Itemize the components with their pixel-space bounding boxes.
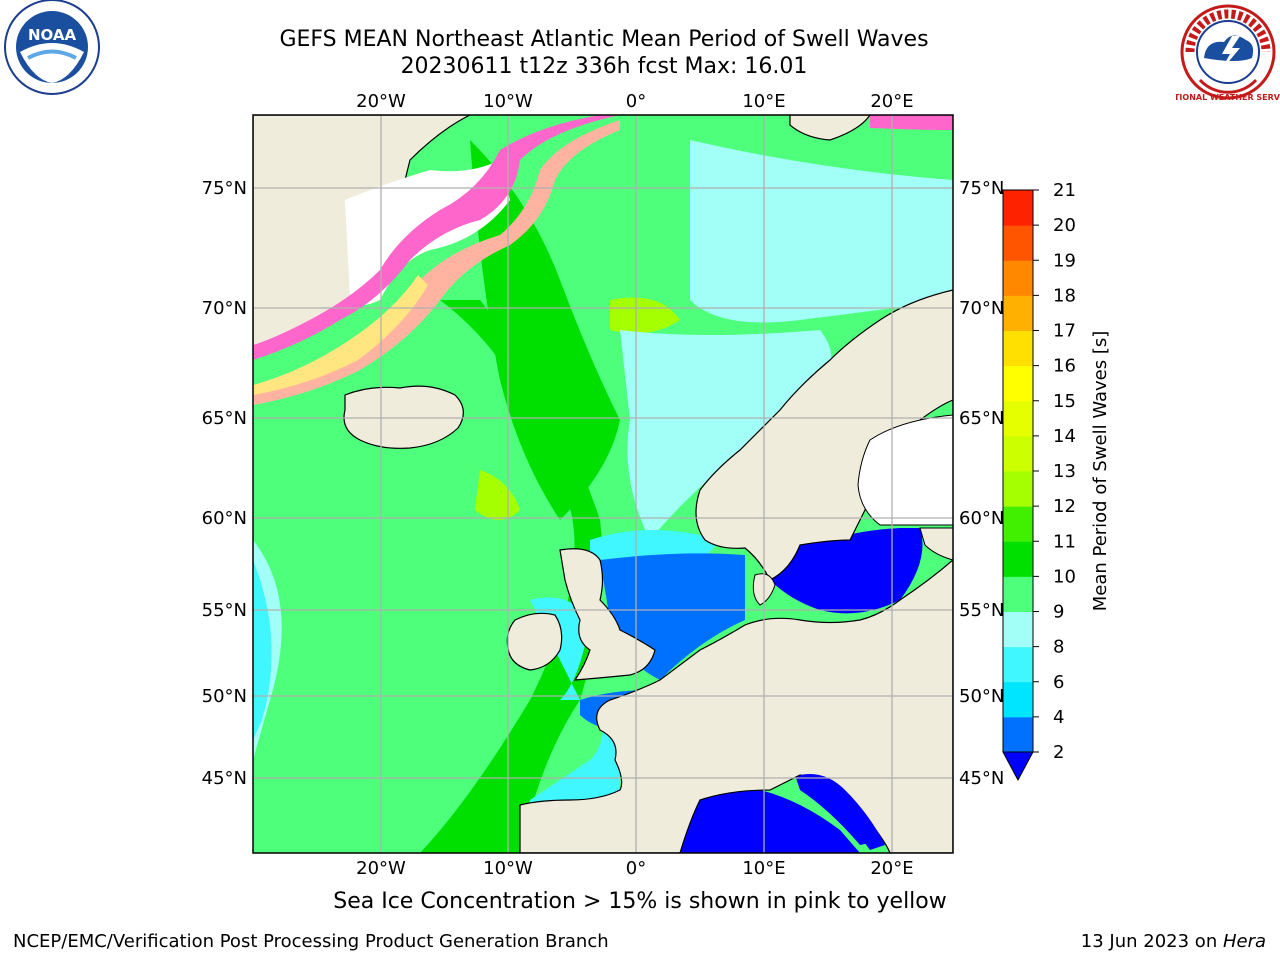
lat-label-left: 45°N <box>202 768 247 789</box>
lat-label-left: 50°N <box>202 686 247 707</box>
lon-labels-bottom: 20°W 10°W 0° 10°E 20°E <box>356 858 913 879</box>
colorbar-tick-label: 15 <box>1053 391 1076 412</box>
lat-label-right: 75°N <box>959 178 1004 199</box>
continental-europe-land <box>519 559 953 853</box>
nws-logo: NATIONAL WEATHER SERVICE <box>1176 4 1280 102</box>
colorbar-tick-label: 17 <box>1053 321 1076 342</box>
colorbar-extend-min <box>1002 751 1034 782</box>
sea-ice-caption: Sea Ice Concentration > 15% is shown in … <box>333 889 947 914</box>
noaa-logo: NOAA <box>4 0 100 95</box>
map-frame <box>252 114 954 854</box>
lon-label-top: 10°E <box>742 91 785 112</box>
field-cyan-west <box>253 560 272 740</box>
colorbar-cell <box>1003 400 1033 437</box>
lon-label-bottom: 10°E <box>742 858 785 879</box>
colorbar-cell <box>1003 435 1033 472</box>
colorbar-tick-label: 2 <box>1053 742 1064 763</box>
colorbar-cell <box>1003 716 1033 753</box>
lat-label-right: 70°N <box>959 298 1004 319</box>
colorbar-cell <box>1003 611 1033 648</box>
colorbar-cell <box>1003 646 1033 683</box>
sea-ice-yellow <box>253 275 428 395</box>
colorbar-cell <box>1003 295 1033 331</box>
colorbar-tick-label: 8 <box>1053 637 1064 658</box>
lat-label-left: 65°N <box>202 408 247 429</box>
colorbar-tick-label: 16 <box>1053 356 1076 377</box>
lat-label-right: 65°N <box>959 408 1004 429</box>
lon-label-top: 20°E <box>870 91 913 112</box>
lon-label-top: 0° <box>626 91 646 112</box>
iceland-land <box>343 385 464 449</box>
field-yellowgreen-patch <box>475 470 520 520</box>
lon-label-top: 20°W <box>356 91 406 112</box>
lon-label-bottom: 10°W <box>483 858 533 879</box>
nws-logo-text: NATIONAL WEATHER SERVICE <box>1176 93 1280 102</box>
colorbar-tick-label: 4 <box>1053 707 1064 728</box>
colorbar-cell <box>1003 260 1033 296</box>
lat-label-right: 45°N <box>959 768 1004 789</box>
lat-label-right: 60°N <box>959 508 1004 529</box>
colorbar-cell <box>1003 330 1033 367</box>
footer-date: 13 Jun 2023 on Hera <box>1081 931 1266 952</box>
lon-label-bottom: 20°E <box>870 858 913 879</box>
tyrrhenian-gap <box>800 774 885 850</box>
lat-label-right: 50°N <box>959 686 1004 707</box>
field-yellowgreen-patch-north <box>610 297 680 334</box>
lon-label-bottom: 20°W <box>356 858 406 879</box>
colorbar-tick-label: 21 <box>1053 180 1076 201</box>
lat-label-right: 55°N <box>959 600 1004 621</box>
footer-credit: NCEP/EMC/Verification Post Processing Pr… <box>13 931 609 952</box>
colorbar-ticks: 2 4 6 8 9 10 11 12 13 14 15 16 17 18 19 20 21 <box>1033 180 1076 763</box>
colorbar-cell <box>1003 365 1033 402</box>
field-deepblue-mediterranean <box>670 790 860 853</box>
lon-label-top: 10°W <box>483 91 533 112</box>
lat-label-left: 60°N <box>202 508 247 529</box>
svalbard-land <box>789 115 871 141</box>
colorbar-tick-label: 20 <box>1053 215 1076 236</box>
sea-ice-concentration <box>253 120 620 405</box>
map-field <box>253 115 953 853</box>
lat-label-left: 55°N <box>202 600 247 621</box>
colorbar-cell <box>1003 225 1033 261</box>
great-britain-land <box>559 548 656 681</box>
lat-label-left: 75°N <box>202 178 247 199</box>
colorbar-cell <box>1003 681 1033 718</box>
colorbar-tick-label: 19 <box>1053 250 1076 271</box>
footer-date-text: 13 Jun 2023 on <box>1080 931 1223 952</box>
colorbar-cell <box>1003 471 1033 507</box>
lat-labels-right: 75°N 70°N 65°N 60°N 55°N 50°N 45°N <box>959 178 1004 789</box>
colorbar-label: Mean Period of Swell Waves [s] <box>1090 331 1111 612</box>
lon-label-bottom: 0° <box>626 858 646 879</box>
colorbar-tick-label: 10 <box>1053 566 1076 587</box>
colorbar: 2 4 6 8 9 10 11 12 13 14 15 16 17 18 19 20 21 Mean Perio… <box>1002 180 1111 782</box>
colorbar-tick-label: 9 <box>1053 602 1064 623</box>
colorbar-tick-label: 18 <box>1053 285 1076 306</box>
field-light-cyan-norwegian <box>690 140 953 323</box>
footer-host: Hera <box>1222 931 1266 952</box>
colorbar-cell <box>1003 506 1033 542</box>
field-deepblue-baltic <box>760 528 923 614</box>
colorbar-tick-label: 12 <box>1053 496 1076 517</box>
lat-label-left: 70°N <box>202 298 247 319</box>
colorbar-cell <box>1003 190 1033 226</box>
chart-subtitle: 20230611 t12z 336h fcst Max: 16.01 <box>400 54 808 79</box>
colorbar-tick-label: 11 <box>1053 531 1076 552</box>
colorbar-tick-label: 13 <box>1053 461 1076 482</box>
colorbar-cell <box>1003 541 1033 577</box>
sea-ice-svalbard <box>870 115 953 130</box>
colorbar-tick-label: 14 <box>1053 426 1076 447</box>
field-cyan-biscay <box>520 597 620 853</box>
colorbar-cell <box>1003 576 1033 612</box>
lon-labels-top: 20°W 10°W 0° 10°E 20°E <box>356 91 913 112</box>
colorbar-tick-label: 6 <box>1053 672 1064 693</box>
sea-ice-edge <box>253 115 620 360</box>
lat-labels-left: 75°N 70°N 65°N 60°N 55°N 50°N 45°N <box>202 178 247 789</box>
noaa-logo-text: NOAA <box>28 26 77 44</box>
colorbar-cells <box>1003 190 1033 753</box>
chart-title: GEFS MEAN Northeast Atlantic Mean Period… <box>279 27 929 52</box>
gulf-of-bothnia-ice <box>857 414 953 526</box>
graticule <box>253 115 953 853</box>
field-light-cyan-north-sea-approach <box>620 330 832 540</box>
